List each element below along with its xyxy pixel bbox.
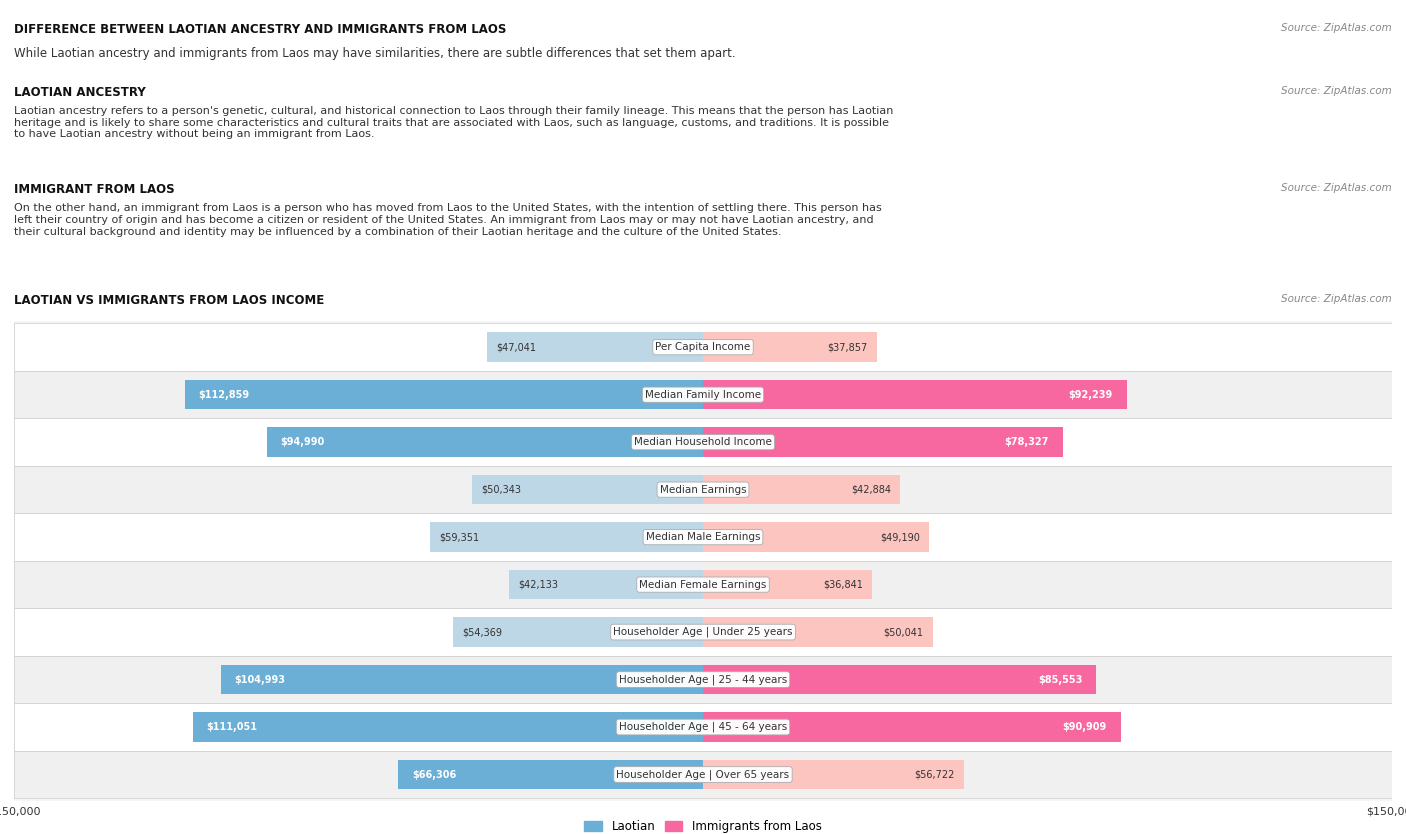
- Bar: [14, 324, 1392, 371]
- Bar: [703, 570, 872, 600]
- Bar: [14, 466, 1392, 514]
- Bar: [703, 760, 963, 789]
- Bar: [703, 333, 877, 362]
- Text: Householder Age | 25 - 44 years: Householder Age | 25 - 44 years: [619, 675, 787, 685]
- Bar: [453, 617, 703, 647]
- Text: $85,553: $85,553: [1038, 675, 1083, 685]
- Text: Per Capita Income: Per Capita Income: [655, 342, 751, 352]
- Text: Householder Age | Under 25 years: Householder Age | Under 25 years: [613, 627, 793, 637]
- Text: Median Male Earnings: Median Male Earnings: [645, 532, 761, 542]
- Bar: [703, 380, 1126, 409]
- Bar: [398, 760, 703, 789]
- Text: Median Female Earnings: Median Female Earnings: [640, 580, 766, 590]
- Text: $59,351: $59,351: [440, 532, 479, 542]
- Bar: [509, 570, 703, 600]
- Bar: [184, 380, 703, 409]
- Bar: [14, 371, 1392, 419]
- Text: $42,884: $42,884: [851, 485, 891, 495]
- Text: DIFFERENCE BETWEEN LAOTIAN ANCESTRY AND IMMIGRANTS FROM LAOS: DIFFERENCE BETWEEN LAOTIAN ANCESTRY AND …: [14, 23, 506, 37]
- Bar: [14, 703, 1392, 751]
- Text: Median Household Income: Median Household Income: [634, 437, 772, 447]
- Bar: [14, 561, 1392, 608]
- Text: $36,841: $36,841: [823, 580, 863, 590]
- Legend: Laotian, Immigrants from Laos: Laotian, Immigrants from Laos: [579, 816, 827, 834]
- Bar: [193, 712, 703, 741]
- Bar: [14, 419, 1392, 466]
- Bar: [703, 428, 1063, 457]
- Text: $66,306: $66,306: [412, 770, 457, 780]
- Bar: [267, 428, 703, 457]
- Text: $92,239: $92,239: [1069, 389, 1114, 399]
- Text: Median Family Income: Median Family Income: [645, 389, 761, 399]
- Text: $49,190: $49,190: [880, 532, 920, 542]
- Text: $78,327: $78,327: [1005, 437, 1049, 447]
- Text: Source: ZipAtlas.com: Source: ZipAtlas.com: [1281, 294, 1392, 304]
- Text: LAOTIAN VS IMMIGRANTS FROM LAOS INCOME: LAOTIAN VS IMMIGRANTS FROM LAOS INCOME: [14, 294, 325, 308]
- Text: Source: ZipAtlas.com: Source: ZipAtlas.com: [1281, 183, 1392, 193]
- Text: $50,343: $50,343: [481, 485, 522, 495]
- Bar: [14, 656, 1392, 703]
- Text: $50,041: $50,041: [883, 627, 924, 637]
- Bar: [472, 475, 703, 505]
- Bar: [703, 665, 1095, 694]
- Text: $112,859: $112,859: [198, 389, 249, 399]
- Bar: [221, 665, 703, 694]
- Text: $54,369: $54,369: [463, 627, 502, 637]
- Bar: [486, 333, 703, 362]
- Bar: [703, 522, 929, 552]
- Text: $104,993: $104,993: [235, 675, 285, 685]
- Text: Householder Age | 45 - 64 years: Householder Age | 45 - 64 years: [619, 721, 787, 732]
- Text: $90,909: $90,909: [1063, 722, 1107, 732]
- Text: While Laotian ancestry and immigrants from Laos may have similarities, there are: While Laotian ancestry and immigrants fr…: [14, 47, 735, 60]
- Bar: [703, 712, 1121, 741]
- Text: LAOTIAN ANCESTRY: LAOTIAN ANCESTRY: [14, 86, 146, 99]
- Text: $111,051: $111,051: [207, 722, 257, 732]
- Text: $37,857: $37,857: [828, 342, 868, 352]
- Text: $47,041: $47,041: [496, 342, 536, 352]
- Text: $94,990: $94,990: [280, 437, 325, 447]
- Text: $56,722: $56,722: [914, 770, 955, 780]
- Text: Median Earnings: Median Earnings: [659, 485, 747, 495]
- Text: On the other hand, an immigrant from Laos is a person who has moved from Laos to: On the other hand, an immigrant from Lao…: [14, 203, 882, 237]
- Bar: [703, 475, 900, 505]
- Bar: [430, 522, 703, 552]
- Text: Source: ZipAtlas.com: Source: ZipAtlas.com: [1281, 23, 1392, 33]
- Bar: [703, 617, 932, 647]
- Text: Householder Age | Over 65 years: Householder Age | Over 65 years: [616, 769, 790, 780]
- Bar: [14, 751, 1392, 798]
- Text: $42,133: $42,133: [519, 580, 558, 590]
- Text: IMMIGRANT FROM LAOS: IMMIGRANT FROM LAOS: [14, 183, 174, 197]
- Bar: [14, 514, 1392, 561]
- Text: Laotian ancestry refers to a person's genetic, cultural, and historical connecti: Laotian ancestry refers to a person's ge…: [14, 106, 893, 139]
- Bar: [14, 608, 1392, 656]
- Text: Source: ZipAtlas.com: Source: ZipAtlas.com: [1281, 86, 1392, 96]
